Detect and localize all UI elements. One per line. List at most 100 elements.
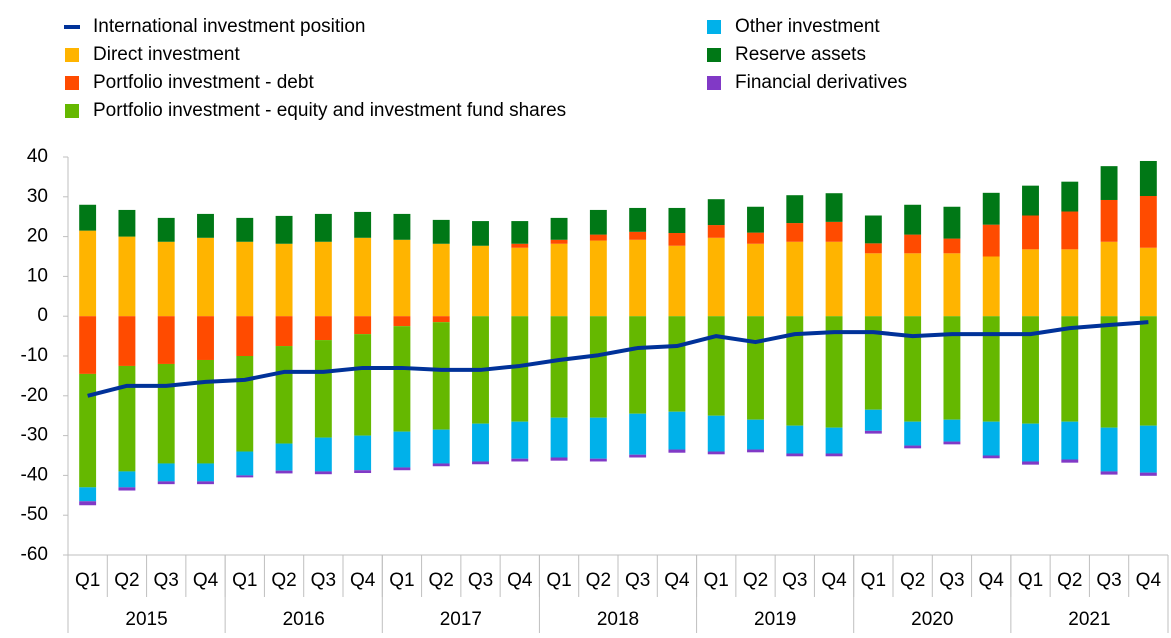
bar-segment [79, 487, 97, 502]
bar-segment [943, 206, 961, 239]
bar-segment [511, 316, 529, 422]
y-tick-label: 20 [27, 226, 48, 247]
bar-segment [432, 463, 450, 467]
bar-segment [707, 451, 725, 455]
bar-segment [550, 239, 568, 244]
bar-segment [1139, 247, 1157, 317]
x-tick-label: Q4 [350, 570, 376, 591]
bar-segment [550, 217, 568, 240]
bar-segment [236, 356, 254, 452]
y-tick-label: -30 [21, 425, 48, 446]
bar-segment [1022, 249, 1039, 317]
x-tick-label: Q1 [546, 570, 571, 591]
bar-segment [1100, 316, 1118, 428]
legend-label: International investment position [93, 16, 366, 37]
bar-segment [589, 316, 607, 418]
bar-segment [157, 316, 175, 364]
bar-segment [1061, 211, 1079, 250]
bar-segment [118, 209, 136, 237]
bar-segment [157, 241, 175, 317]
bar-segment [825, 316, 843, 428]
bar-segment [197, 237, 214, 317]
bar-segment [707, 199, 725, 226]
legend-label: Portfolio investment - debt [93, 72, 314, 93]
bar-segment [157, 463, 175, 482]
legend-swatch [707, 76, 721, 90]
bar-segment [747, 243, 764, 317]
bar-segment [864, 409, 882, 431]
x-tick-label: Q1 [389, 570, 414, 591]
bar-segment [472, 245, 489, 317]
bar-segment [118, 365, 136, 472]
bar-segment [629, 239, 647, 317]
bar-segment [786, 241, 804, 317]
y-tick-label: 0 [37, 305, 48, 326]
year-label: 2019 [754, 609, 796, 630]
bar-segment [589, 417, 607, 459]
bar-segment [275, 346, 293, 444]
bar-segment [747, 419, 764, 450]
bar-segment [1100, 427, 1118, 472]
bar-segment [432, 316, 450, 323]
bar-segment [1139, 160, 1157, 197]
bar-segment [511, 247, 529, 317]
bar-segment [511, 221, 529, 244]
bar-segment [432, 322, 450, 430]
legend-line [64, 25, 80, 29]
bar-segment [236, 475, 254, 478]
x-tick-label: Q1 [1018, 570, 1043, 591]
bar-segment [904, 316, 922, 422]
bar-segment [825, 427, 843, 454]
legend-swatch [65, 104, 79, 118]
x-tick-label: Q4 [664, 570, 690, 591]
bar-segment [707, 415, 725, 452]
bar-segment [786, 316, 804, 426]
bar-segment [393, 316, 411, 327]
bar-segment [511, 243, 529, 248]
bar-segment [275, 243, 293, 317]
bar-segment [589, 234, 607, 241]
legend-swatch [707, 48, 721, 62]
x-tick-label: Q3 [939, 570, 964, 591]
bar-segment [393, 239, 411, 317]
bar-segment [1100, 471, 1118, 475]
bar-segment [1022, 185, 1039, 216]
bar-segment [747, 206, 764, 233]
x-tick-label: Q2 [743, 570, 768, 591]
x-tick-label: Q4 [1136, 570, 1162, 591]
bar-segment [314, 316, 332, 341]
bar-segment [197, 359, 214, 464]
x-tick-label: Q4 [979, 570, 1005, 591]
x-tick-label: Q1 [232, 570, 257, 591]
bar-segment [589, 240, 607, 317]
bar-segment [393, 431, 411, 468]
bar-segment [982, 316, 1000, 422]
x-tick-label: Q2 [271, 570, 296, 591]
bar-segment [511, 421, 529, 459]
x-tick-label: Q4 [507, 570, 533, 591]
x-tick-label: Q1 [75, 570, 100, 591]
bar-segment [432, 429, 450, 464]
x-tick-label: Q3 [468, 570, 493, 591]
y-tick-label: -10 [21, 345, 48, 366]
year-label: 2020 [911, 609, 953, 630]
x-tick-label: Q3 [154, 570, 179, 591]
legend-label: Reserve assets [735, 44, 866, 65]
legend-swatch [65, 48, 79, 62]
x-tick-label: Q3 [625, 570, 650, 591]
bar-segment [747, 232, 764, 244]
bar-segment [1139, 316, 1157, 426]
bar-segment [943, 419, 961, 442]
bar-segment [904, 445, 922, 449]
bar-segment [118, 471, 136, 488]
bar-segment [275, 470, 293, 474]
bar-segment [904, 234, 922, 254]
bar-segment [825, 193, 843, 222]
bar-segment [197, 316, 214, 360]
bar-segment [943, 441, 961, 445]
x-tick-label: Q4 [821, 570, 847, 591]
bar-segment [197, 481, 214, 485]
legend-swatch [707, 20, 721, 34]
bar-segment [747, 449, 764, 453]
bar-segment [432, 219, 450, 244]
